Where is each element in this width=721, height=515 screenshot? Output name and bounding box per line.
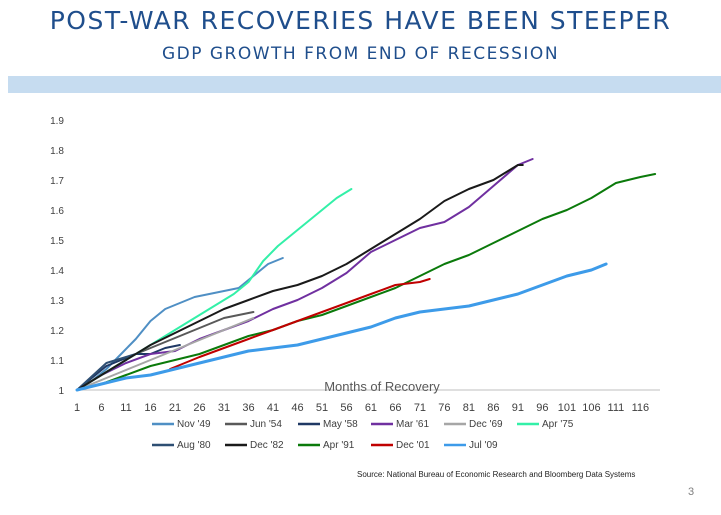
y-tick-label: 1.3	[50, 296, 64, 307]
x-tick-label: 11	[120, 402, 131, 414]
x-tick-label: 66	[389, 402, 401, 414]
x-tick-label: 111	[608, 402, 625, 414]
legend-label: Nov '49	[177, 419, 211, 430]
x-tick-label: 46	[291, 402, 303, 414]
title-divider-band	[8, 76, 721, 93]
legend-item-dec-82: Dec '82	[225, 440, 284, 451]
legend-item-nov-49: Nov '49	[152, 419, 211, 430]
x-tick-label: 71	[414, 402, 426, 414]
y-tick-label: 1.8	[50, 146, 64, 157]
legend-label: Apr '75	[542, 419, 574, 430]
x-tick-label: 26	[193, 402, 205, 414]
legend-item-may-58: May '58	[298, 419, 358, 430]
x-tick-label: 91	[512, 402, 524, 414]
x-tick-label: 31	[218, 402, 230, 414]
x-tick-label: 56	[340, 402, 352, 414]
x-tick-label: 6	[98, 402, 104, 414]
y-tick-label: 1	[58, 386, 64, 397]
x-tick-label: 96	[536, 402, 548, 414]
x-axis-title: Months of Recovery	[324, 379, 440, 394]
x-tick-label: 16	[144, 402, 156, 414]
series-line-mar-61	[76, 158, 534, 391]
source-note: Source: National Bureau of Economic Rese…	[357, 470, 636, 479]
legend-label: Mar '61	[396, 419, 429, 430]
x-tick-label: 86	[487, 402, 499, 414]
legend-label: Dec '69	[469, 419, 503, 430]
legend-item-apr-75: Apr '75	[517, 419, 574, 430]
y-tick-label: 1.9	[50, 116, 64, 127]
chart-axes: 11.11.21.31.41.51.61.71.81.91 6 11 16 21 26 31…	[50, 116, 660, 414]
gdp-recovery-line-chart: 11.11.21.31.41.51.61.71.81.91 6 11 16 21 26 31…	[50, 116, 660, 451]
legend-item-apr-91: Apr '91	[298, 440, 355, 451]
slide-title: POST-WAR RECOVERIES HAVE BEEN STEEPER	[49, 6, 672, 35]
series-line-dec-69	[76, 317, 255, 391]
slide-subtitle: GDP GROWTH FROM END OF RECESSION	[161, 44, 560, 64]
x-tick-label: 41	[267, 402, 279, 414]
y-tick-label: 1.2	[50, 326, 64, 337]
legend-item-aug-80: Aug '80	[152, 440, 211, 451]
x-tick-label: 101	[558, 402, 576, 414]
series-line-dec-01	[169, 278, 431, 370]
page-number: 3	[688, 486, 695, 498]
x-tick-label: 106	[582, 402, 600, 414]
x-tick-label: 1	[74, 402, 80, 414]
legend-item-jul-09: Jul '09	[444, 440, 498, 451]
y-tick-label: 1.1	[50, 356, 64, 367]
x-tick-label: 51	[316, 402, 328, 414]
x-tick-label: 81	[463, 402, 475, 414]
legend-label: Jun '54	[250, 419, 282, 430]
legend-item-jun-54: Jun '54	[225, 419, 282, 430]
y-tick-label: 1.6	[50, 206, 64, 217]
x-tick-label: 36	[242, 402, 254, 414]
legend-label: Apr '91	[323, 440, 355, 451]
series-line-jul-09	[75, 262, 608, 392]
legend-item-dec-69: Dec '69	[444, 419, 503, 430]
legend-label: Jul '09	[469, 440, 498, 451]
x-tick-label: 21	[169, 402, 181, 414]
y-tick-label: 1.4	[50, 266, 64, 277]
legend-item-dec-01: Dec '01	[371, 440, 430, 451]
series-line-apr-91	[76, 173, 657, 391]
legend-label: May '58	[323, 419, 358, 430]
chart-series-lines	[75, 158, 657, 392]
y-tick-label: 1.7	[50, 176, 64, 187]
legend-label: Dec '01	[396, 440, 430, 451]
series-line-aug-80	[76, 353, 137, 391]
x-tick-label: 61	[365, 402, 377, 414]
legend-label: Aug '80	[177, 440, 211, 451]
legend-label: Dec '82	[250, 440, 284, 451]
chart-legend: Nov '49 Jun '54 May '58 Mar '61 Dec '69 Apr '…	[152, 419, 574, 451]
x-tick-label: 76	[438, 402, 450, 414]
x-tick-label: 116	[632, 402, 650, 414]
series-line-dec-82	[76, 164, 524, 391]
y-tick-label: 1.5	[50, 236, 64, 247]
legend-item-mar-61: Mar '61	[371, 419, 429, 430]
